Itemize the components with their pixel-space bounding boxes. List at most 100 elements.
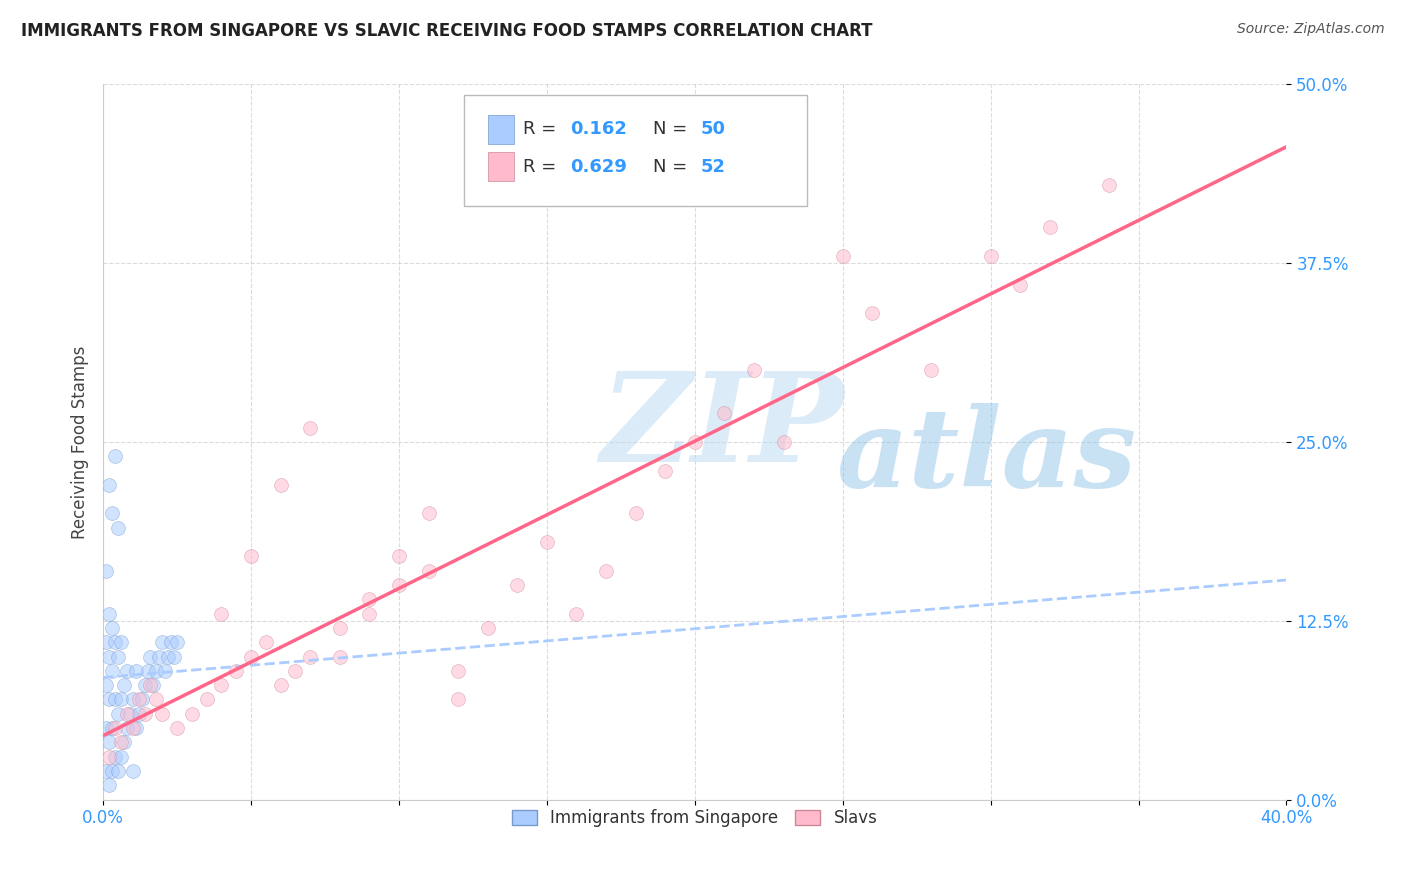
Point xyxy=(121,721,143,735)
Text: R =: R = xyxy=(523,120,562,138)
Text: atlas: atlas xyxy=(837,402,1137,510)
Point xyxy=(115,664,138,678)
Point xyxy=(1010,277,1032,292)
Bar xyxy=(488,153,513,181)
Point xyxy=(98,735,121,749)
Text: R =: R = xyxy=(523,158,562,176)
Point xyxy=(254,635,277,649)
Point xyxy=(101,507,124,521)
Point xyxy=(104,692,127,706)
Point xyxy=(166,721,188,735)
Text: ZIP: ZIP xyxy=(600,367,844,489)
Point xyxy=(128,692,150,706)
Point xyxy=(157,649,180,664)
Point xyxy=(160,635,183,649)
Legend: Immigrants from Singapore, Slavs: Immigrants from Singapore, Slavs xyxy=(506,803,884,834)
Point xyxy=(112,678,135,692)
Point xyxy=(329,649,352,664)
Point xyxy=(98,607,121,621)
Point xyxy=(124,721,146,735)
Point xyxy=(506,578,529,592)
Point xyxy=(624,507,647,521)
Point xyxy=(329,621,352,635)
Point xyxy=(94,721,117,735)
Point xyxy=(145,664,167,678)
Point xyxy=(139,678,162,692)
Point xyxy=(595,564,617,578)
Point xyxy=(101,621,124,635)
Point xyxy=(110,635,132,649)
Text: IMMIGRANTS FROM SINGAPORE VS SLAVIC RECEIVING FOOD STAMPS CORRELATION CHART: IMMIGRANTS FROM SINGAPORE VS SLAVIC RECE… xyxy=(21,22,873,40)
Point xyxy=(139,649,162,664)
Y-axis label: Receiving Food Stamps: Receiving Food Stamps xyxy=(72,345,89,539)
Point xyxy=(920,363,942,377)
Point xyxy=(104,749,127,764)
Point xyxy=(107,521,129,535)
Text: 0.629: 0.629 xyxy=(571,158,627,176)
Point xyxy=(98,478,121,492)
Point xyxy=(98,778,121,792)
Point xyxy=(115,706,138,721)
Point xyxy=(124,664,146,678)
Point xyxy=(980,249,1002,263)
Point xyxy=(110,735,132,749)
Point xyxy=(359,592,381,607)
Point xyxy=(98,749,121,764)
Point xyxy=(134,678,156,692)
Text: Source: ZipAtlas.com: Source: ZipAtlas.com xyxy=(1237,22,1385,37)
Point xyxy=(860,306,883,320)
Point xyxy=(1098,178,1121,192)
Point xyxy=(359,607,381,621)
Point xyxy=(110,692,132,706)
Point xyxy=(134,706,156,721)
Point xyxy=(195,692,218,706)
Point xyxy=(121,764,143,778)
Point xyxy=(211,678,233,692)
Point xyxy=(94,635,117,649)
Point xyxy=(299,420,322,434)
Point xyxy=(155,664,177,678)
Point xyxy=(299,649,322,664)
Text: 0.162: 0.162 xyxy=(571,120,627,138)
Text: N =: N = xyxy=(654,120,693,138)
Point xyxy=(447,664,470,678)
Point xyxy=(98,692,121,706)
Point xyxy=(121,692,143,706)
Point xyxy=(104,635,127,649)
Point xyxy=(110,749,132,764)
Point xyxy=(388,549,411,564)
Point xyxy=(104,721,127,735)
Point xyxy=(388,578,411,592)
Point xyxy=(98,649,121,664)
Point xyxy=(101,721,124,735)
Point xyxy=(131,692,153,706)
Point xyxy=(477,621,499,635)
Point xyxy=(166,635,188,649)
Point xyxy=(240,549,263,564)
Point xyxy=(1039,220,1062,235)
Point xyxy=(115,721,138,735)
Point xyxy=(94,764,117,778)
Point xyxy=(418,564,440,578)
Point xyxy=(270,678,292,692)
Text: 50: 50 xyxy=(700,120,725,138)
Point xyxy=(94,678,117,692)
Point xyxy=(211,607,233,621)
Point xyxy=(536,535,558,549)
Text: N =: N = xyxy=(654,158,693,176)
Point xyxy=(150,635,173,649)
Point xyxy=(772,434,794,449)
Point xyxy=(101,764,124,778)
Point xyxy=(107,649,129,664)
Point xyxy=(145,692,167,706)
Point xyxy=(112,735,135,749)
Point xyxy=(831,249,853,263)
Point xyxy=(683,434,706,449)
Point xyxy=(128,706,150,721)
Point xyxy=(142,678,165,692)
FancyBboxPatch shape xyxy=(464,95,807,206)
Bar xyxy=(488,115,513,144)
Point xyxy=(104,450,127,464)
Point xyxy=(101,664,124,678)
Point xyxy=(94,564,117,578)
